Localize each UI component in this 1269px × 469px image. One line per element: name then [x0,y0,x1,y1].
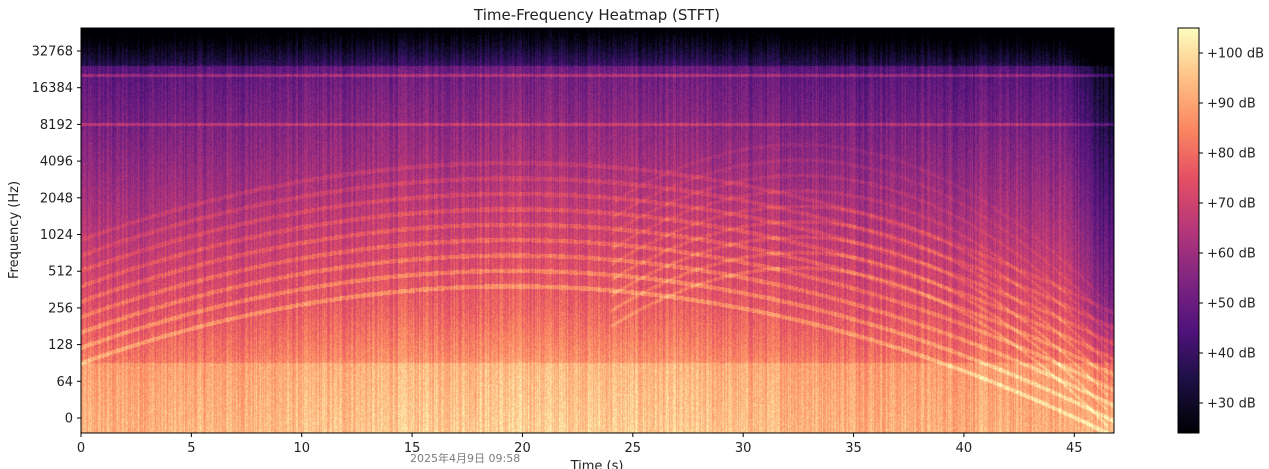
colorbar-tick-label: +40 dB [1207,347,1256,362]
x-tick-label: 35 [845,441,862,456]
y-axis-ticks: 0 64 128 256 512 1024 2048 4096 8192 16384 32768 [32,45,81,427]
colorbar-gradient [1178,28,1199,433]
y-tick-label: 16384 [32,81,73,96]
colorbar-tick-label: +50 dB [1207,297,1256,312]
colorbar-tick-label: +90 dB [1207,97,1256,112]
x-axis-label: Time (s) [570,459,624,469]
x-tick-label: 30 [735,441,752,456]
y-tick-label: 128 [48,338,73,353]
y-tick-label: 32768 [32,45,73,60]
y-tick-label: 1024 [40,228,73,243]
x-tick-label: 25 [625,441,642,456]
y-tick-label: 256 [48,301,73,316]
heatmap-image [81,28,1114,433]
colorbar-tick-label: +60 dB [1207,247,1256,262]
colorbar-ticks: +30 dB +40 dB +50 dB +60 dB +70 dB +80 dB +90 … [1199,47,1264,412]
x-tick-label: 5 [187,441,195,456]
x-tick-label: 15 [404,441,421,456]
y-tick-label: 0 [65,412,73,427]
colorbar-tick-label: +100 dB [1207,47,1264,62]
x-tick-label: 10 [293,441,310,456]
y-tick-label: 2048 [40,191,73,206]
x-tick-label: 45 [1066,441,1083,456]
y-tick-label: 512 [48,265,73,280]
colorbar-tick-label: +30 dB [1207,397,1256,412]
y-axis-label: Frequency (Hz) [7,181,22,279]
watermark-text: 2025年4月9日 09:58 [410,451,520,465]
plot-frame [80,27,1115,434]
colorbar-tick-label: +70 dB [1207,197,1256,212]
x-tick-label: 0 [77,441,85,456]
y-tick-label: 8192 [40,118,73,133]
y-tick-label: 64 [56,375,73,390]
chart-title: Time-Frequency Heatmap (STFT) [473,6,720,24]
x-tick-label: 40 [956,441,973,456]
x-axis-ticks: 0 5 10 15 20 25 30 35 40 45 [77,433,1083,456]
x-tick-label: 20 [514,441,531,456]
y-tick-label: 4096 [40,155,73,170]
colorbar-frame [1177,27,1200,434]
colorbar-tick-label: +80 dB [1207,147,1256,162]
